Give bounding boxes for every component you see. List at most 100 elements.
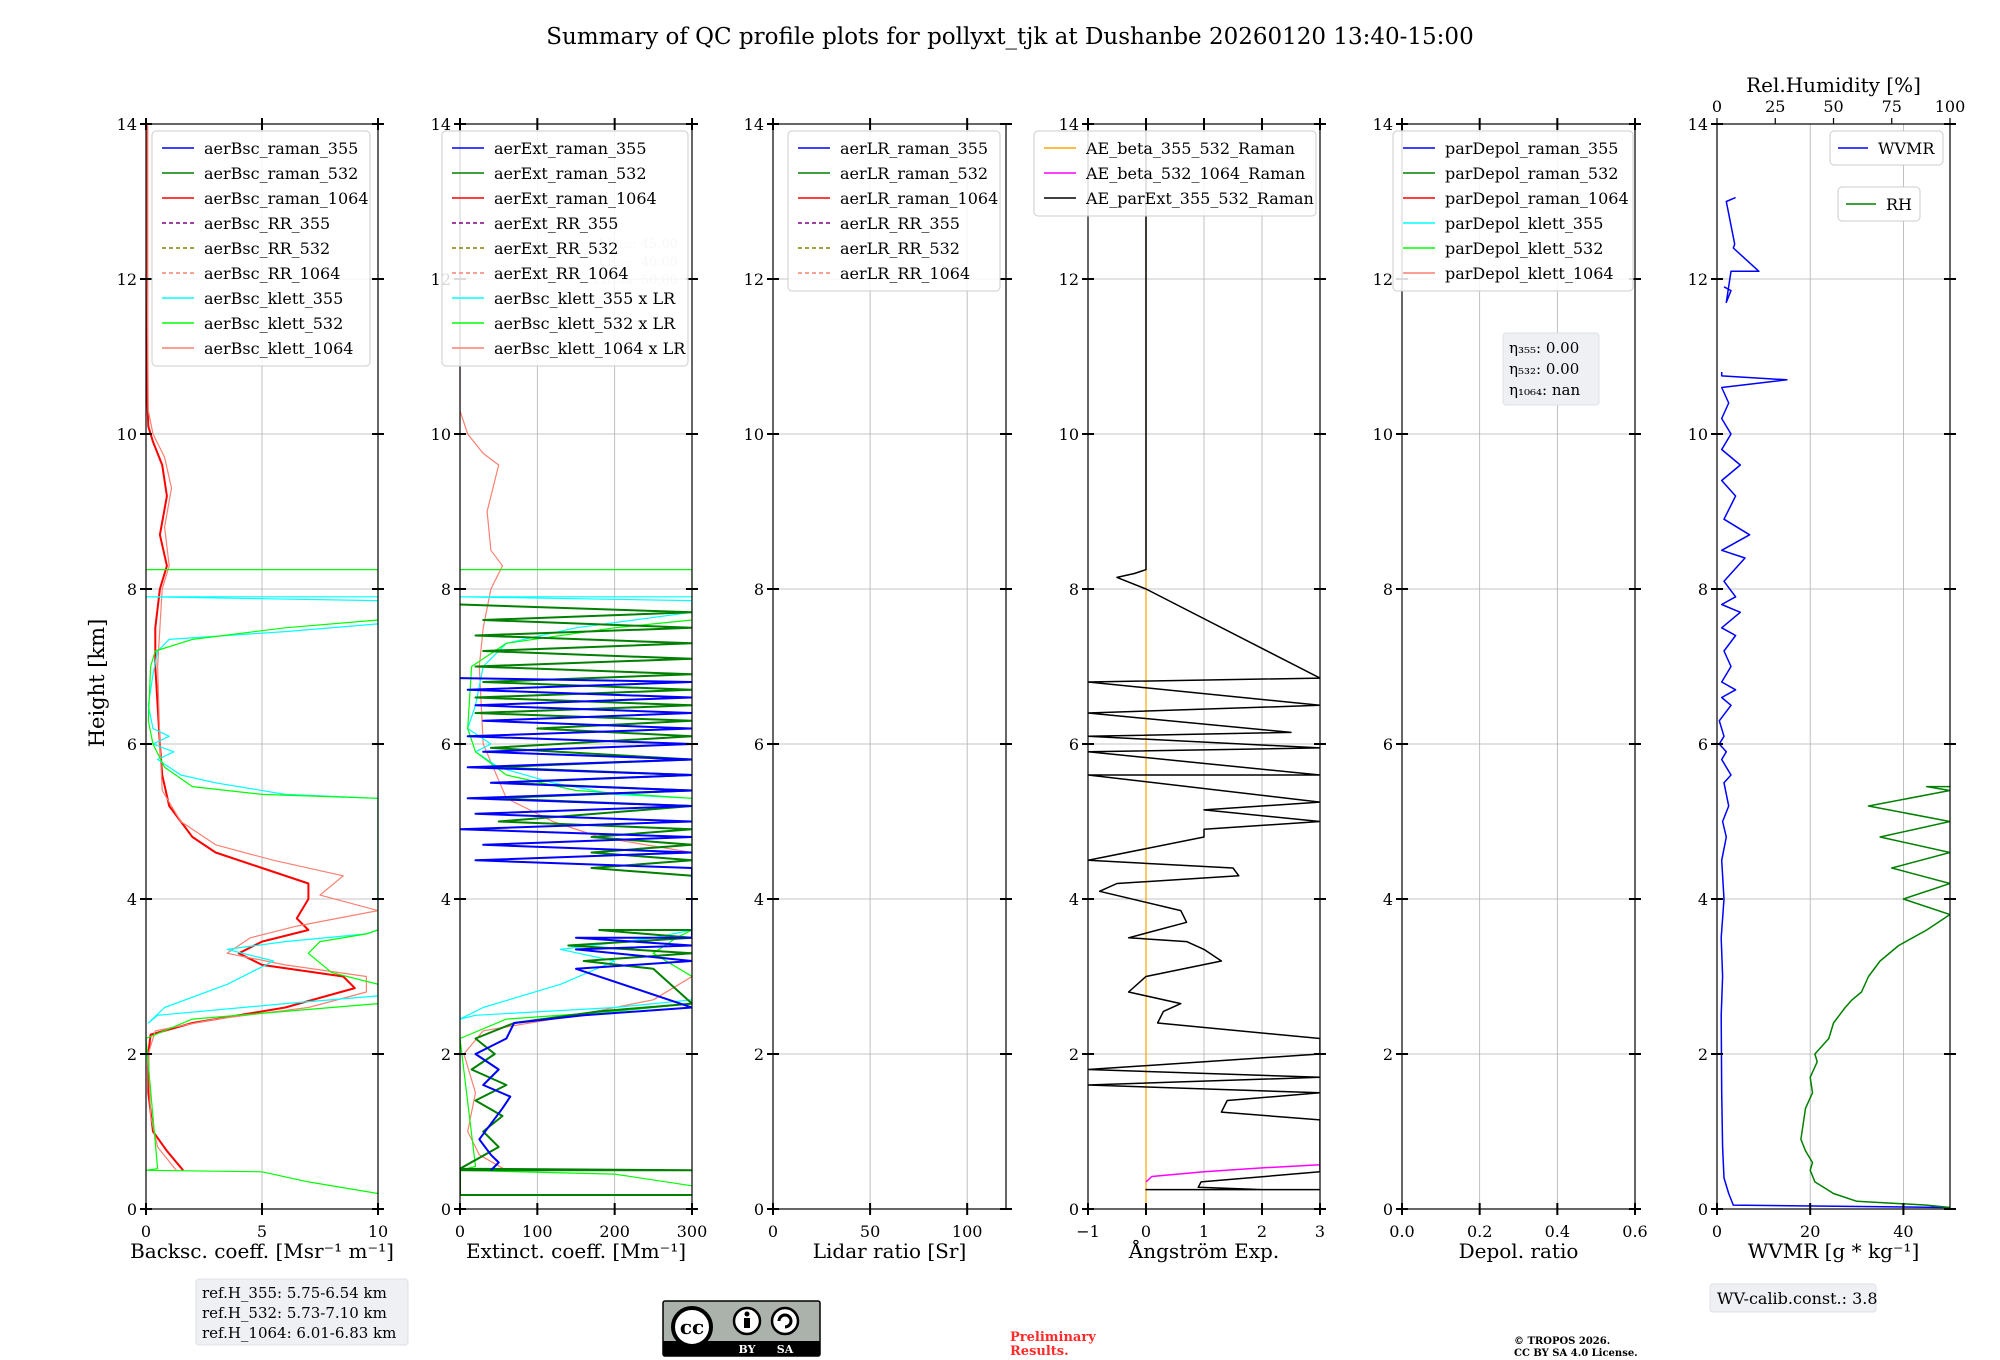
legend-label: parDepol_raman_355 — [1445, 139, 1618, 158]
xtick-label: 0 — [768, 1222, 778, 1241]
sa-icon-arrow — [777, 1313, 793, 1329]
wv-calib-box: WV-calib.const.: 3.8 — [1709, 1283, 1878, 1313]
series-AE_parExt_355_532_Raman — [1088, 124, 1320, 1191]
x2tick-label: 100 — [1935, 97, 1966, 116]
xtick-label: 0.0 — [1389, 1222, 1414, 1241]
legend-label: parDepol_klett_355 — [1445, 214, 1603, 233]
ytick-label: 8 — [754, 580, 764, 599]
axes-frame — [459, 123, 693, 1210]
y-axis-label: Height [km] — [85, 619, 109, 748]
xtick-label: 300 — [677, 1222, 708, 1241]
preliminary-line2: Results. — [1010, 1344, 1069, 1359]
ytick-label: 2 — [441, 1045, 451, 1064]
legend-label: parDepol_klett_1064 — [1445, 264, 1614, 283]
ytick-label: 8 — [1383, 580, 1393, 599]
ytick-label: 12 — [117, 270, 137, 289]
legend-label: WVMR — [1878, 139, 1935, 158]
ytick-label: 4 — [441, 890, 451, 909]
ytick-label: 0 — [1698, 1200, 1708, 1219]
figure-title: Summary of QC profile plots for pollyxt_… — [546, 24, 1473, 50]
x2-axis-label: Rel.Humidity [%] — [1746, 73, 1921, 97]
preliminary-line1: Preliminary — [1010, 1330, 1096, 1345]
xtick-label: 50 — [860, 1222, 880, 1241]
series-RH — [1800, 785, 1950, 1209]
ytick-label: 4 — [1069, 890, 1079, 909]
ytick-label: 10 — [431, 425, 451, 444]
x2tick-label: 25 — [1765, 97, 1785, 116]
legend-box — [787, 130, 1001, 292]
xtick-label: 2 — [1257, 1222, 1267, 1241]
series-group — [1088, 124, 1320, 1209]
eta-box — [1502, 332, 1600, 406]
eta-label: η₅₃₂: 0.00 — [1509, 360, 1579, 378]
ytick-label: 2 — [1698, 1045, 1708, 1064]
xtick-label: 40 — [1893, 1222, 1913, 1241]
ytick-label: 8 — [1698, 580, 1708, 599]
legend-box — [1033, 130, 1317, 217]
legend-label: aerBsc_RR_532 — [204, 239, 330, 258]
series-aerExt_raman_532 — [460, 603, 692, 1196]
legend-box — [1392, 130, 1634, 292]
ytick-label: 14 — [431, 115, 451, 134]
ytick-label: 2 — [127, 1045, 137, 1064]
copyright-line2: CC BY SA 4.0 License. — [1514, 1348, 1638, 1359]
legend-label: aerBsc_klett_355 x LR — [494, 289, 676, 308]
eta-label: η₃₅₅: 0.00 — [1509, 339, 1579, 357]
legend-label: aerExt_RR_355 — [494, 214, 618, 233]
x2tick-label: 50 — [1823, 97, 1843, 116]
xtick-label: 0 — [1712, 1222, 1722, 1241]
x-axis-label: Depol. ratio — [1459, 1239, 1579, 1263]
xtick-label: 0 — [455, 1222, 465, 1241]
ytick-label: 8 — [1069, 580, 1079, 599]
axes-frame — [1716, 123, 1951, 1210]
legend-label: aerLR_raman_532 — [840, 164, 988, 183]
series-group — [146, 124, 378, 1195]
ytick-label: 4 — [1383, 890, 1393, 909]
legend-label: aerExt_raman_1064 — [494, 189, 657, 208]
sa-icon — [770, 1306, 800, 1336]
legend-label: AE_parExt_355_532_Raman — [1085, 189, 1314, 208]
ytick-label: 10 — [1688, 425, 1708, 444]
legend-box — [151, 130, 371, 367]
ytick-label: 4 — [754, 890, 764, 909]
ref-heights-box: ref.H_355: 5.75-6.54 km ref.H_532: 5.73-… — [195, 1278, 409, 1346]
copyright-line1: © TROPOS 2026. — [1514, 1336, 1610, 1347]
legend-label: aerBsc_klett_532 — [204, 314, 343, 333]
axes-frame — [772, 123, 1007, 1210]
ytick-label: 14 — [744, 115, 764, 134]
legend-label: aerBsc_klett_1064 x LR — [494, 339, 686, 358]
x2tick-label: 75 — [1882, 97, 1902, 116]
ref-height-355: ref.H_355: 5.75-6.54 km — [202, 1284, 387, 1302]
legend-label: aerLR_raman_1064 — [840, 189, 998, 208]
legend-label: aerBsc_raman_532 — [204, 164, 358, 183]
ytick-label: 8 — [441, 580, 451, 599]
x2tick-label: 0 — [1712, 97, 1722, 116]
xtick-label: 0.6 — [1622, 1222, 1647, 1241]
eta-label: η₁₀₆₄: nan — [1509, 381, 1580, 399]
x-axis-label: Lidar ratio [Sr] — [813, 1239, 967, 1263]
series-WVMR — [1718, 372, 1950, 1209]
legend-label: aerExt_raman_532 — [494, 164, 647, 183]
xtick-label: 3 — [1315, 1222, 1325, 1241]
cc-icon-text: cc — [680, 1315, 704, 1339]
ytick-label: 2 — [1383, 1045, 1393, 1064]
series-aerBsc_klett_1064 — [146, 124, 378, 1171]
ytick-label: 6 — [754, 735, 764, 754]
xtick-label: 5 — [257, 1222, 267, 1241]
xtick-label: 0 — [141, 1222, 151, 1241]
legend-label: aerBsc_raman_1064 — [204, 189, 369, 208]
sa-label: SA — [777, 1343, 794, 1356]
legend-label: aerBsc_klett_532 x LR — [494, 314, 676, 333]
ytick-label: 6 — [441, 735, 451, 754]
ytick-label: 6 — [1069, 735, 1079, 754]
legend-label: aerExt_RR_1064 — [494, 264, 629, 283]
ytick-label: 14 — [1688, 115, 1708, 134]
legend-box-rh — [1837, 186, 1921, 222]
legend-label: parDepol_raman_532 — [1445, 164, 1618, 183]
x-axis-label: WVMR [g * kg⁻¹] — [1748, 1239, 1920, 1263]
legend-label: aerExt_raman_355 — [494, 139, 647, 158]
